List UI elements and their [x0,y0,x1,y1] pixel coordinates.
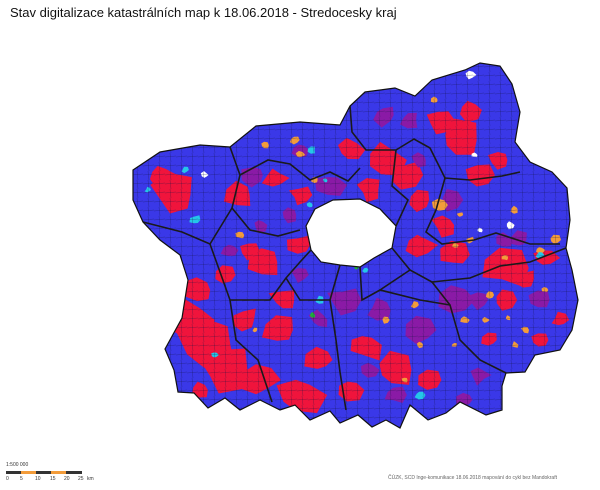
scale-bar-graphic [6,471,82,474]
attribution-text: ČÚZK, SCD Inge-komunikace 18.06.2018 map… [388,475,557,481]
scale-segment [21,471,36,474]
scale-tick-label: 0 [6,476,9,482]
scale-segment [6,471,21,474]
scale-ticks: 0 5 10 15 20 25 km [6,476,94,484]
prague-hole [305,198,397,268]
scale-ratio: 1:500 000 [6,462,29,468]
scale-tick-label: 25 [78,476,84,482]
region-outline [132,62,579,429]
map-title: Stav digitalizace katastrálních map k 18… [10,5,397,20]
scale-segment [51,471,66,474]
scale-tick-label: 15 [50,476,56,482]
scale-tick-label: 20 [64,476,70,482]
scale-bar: 1:500 000 0 5 10 15 20 25 km [6,462,96,488]
scale-tick-label: 10 [35,476,41,482]
scale-unit: km [87,476,94,482]
scale-segment [36,471,51,474]
district-boundaries [142,105,567,411]
scale-tick-label: 5 [20,476,23,482]
scale-segment [66,471,82,474]
